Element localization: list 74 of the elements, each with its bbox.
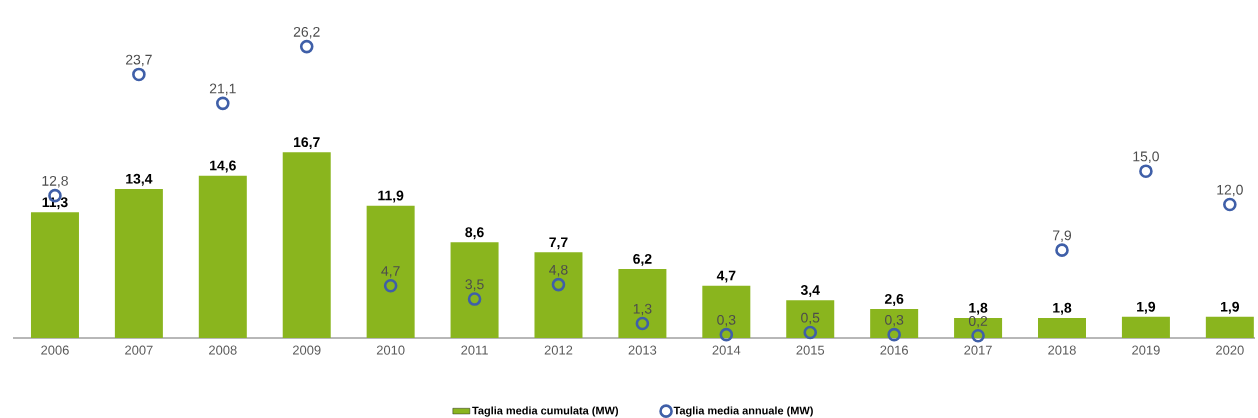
bar: [870, 309, 919, 338]
bar: [450, 242, 499, 338]
x-tick-label: 2013: [628, 345, 657, 355]
point: [1223, 197, 1237, 212]
data-label: 4,8: [549, 264, 568, 277]
data-label: 14,6: [210, 160, 236, 173]
x-tick-label: 2012: [544, 345, 573, 355]
x-tick-label: 2011: [461, 345, 488, 355]
x-tick-label: 2014: [712, 345, 741, 355]
point: [635, 316, 650, 331]
x-tick-label: 2008: [209, 345, 237, 355]
point: [383, 278, 398, 293]
point: [132, 67, 146, 82]
data-label: 0,5: [801, 312, 820, 325]
data-label: 0,3: [717, 314, 736, 327]
data-label: 11,3: [42, 197, 68, 210]
data-label: 12,0: [1217, 184, 1243, 197]
data-label: 1,3: [633, 303, 652, 316]
x-tick-label: 2009: [292, 345, 321, 355]
point: [299, 39, 314, 54]
data-label: 1,9: [1137, 301, 1156, 314]
data-label: 15,0: [1133, 151, 1159, 163]
data-label: 3,5: [465, 279, 484, 291]
data-label: 23,7: [126, 54, 152, 67]
point: [1055, 243, 1069, 257]
data-label: 26,2: [293, 26, 320, 39]
data-label: 1,8: [969, 302, 988, 315]
x-tick-label: 2018: [1048, 345, 1076, 355]
point: [887, 327, 901, 342]
data-label: 8,6: [465, 227, 484, 240]
data-label: 2,6: [884, 293, 904, 306]
x-tick-label: 2020: [1216, 345, 1244, 355]
x-tick-label: 2017: [964, 345, 992, 355]
x-tick-label: 2016: [880, 345, 908, 355]
data-label: 1,8: [1053, 302, 1072, 315]
bar: [618, 269, 667, 338]
data-label: 16,7: [294, 137, 320, 150]
point: [803, 325, 818, 340]
point: [719, 327, 734, 342]
data-label: 0,3: [885, 314, 904, 327]
data-label: 4,7: [381, 266, 400, 278]
legend-label: Taglia media annuale (MW): [673, 406, 813, 417]
x-tick-label: 2019: [1132, 345, 1160, 355]
point: [216, 96, 230, 111]
data-label: 12,8: [42, 175, 68, 188]
data-label: 21,1: [209, 83, 236, 96]
data-label: 11,9: [378, 190, 404, 203]
bar: [30, 212, 79, 338]
point: [1139, 164, 1153, 178]
data-label: 0,2: [968, 316, 988, 328]
bar: [1205, 316, 1254, 338]
bar: [1121, 316, 1170, 338]
data-label: 4,7: [716, 270, 736, 283]
x-tick-label: 2006: [41, 345, 69, 355]
bar: [198, 175, 247, 338]
legend-label: Taglia media cumulata (MW): [472, 406, 619, 417]
x-tick-label: 2007: [125, 345, 153, 355]
data-label: 7,9: [1053, 230, 1072, 242]
bar: [534, 252, 583, 338]
data-label: 3,4: [800, 285, 820, 297]
bar: [786, 300, 835, 338]
bar: [702, 285, 751, 338]
bar: [114, 188, 163, 338]
data-label: 6,2: [633, 253, 652, 266]
bar: [282, 152, 331, 338]
data-label: 7,7: [549, 237, 568, 250]
bar: [1038, 317, 1086, 338]
x-tick-label: 2015: [796, 345, 825, 355]
bar: [366, 205, 415, 338]
point: [467, 292, 482, 306]
point: [551, 277, 566, 292]
x-tick-label: 2010: [376, 345, 405, 355]
data-label: 13,4: [126, 173, 153, 186]
data-label: 1,9: [1221, 301, 1240, 314]
